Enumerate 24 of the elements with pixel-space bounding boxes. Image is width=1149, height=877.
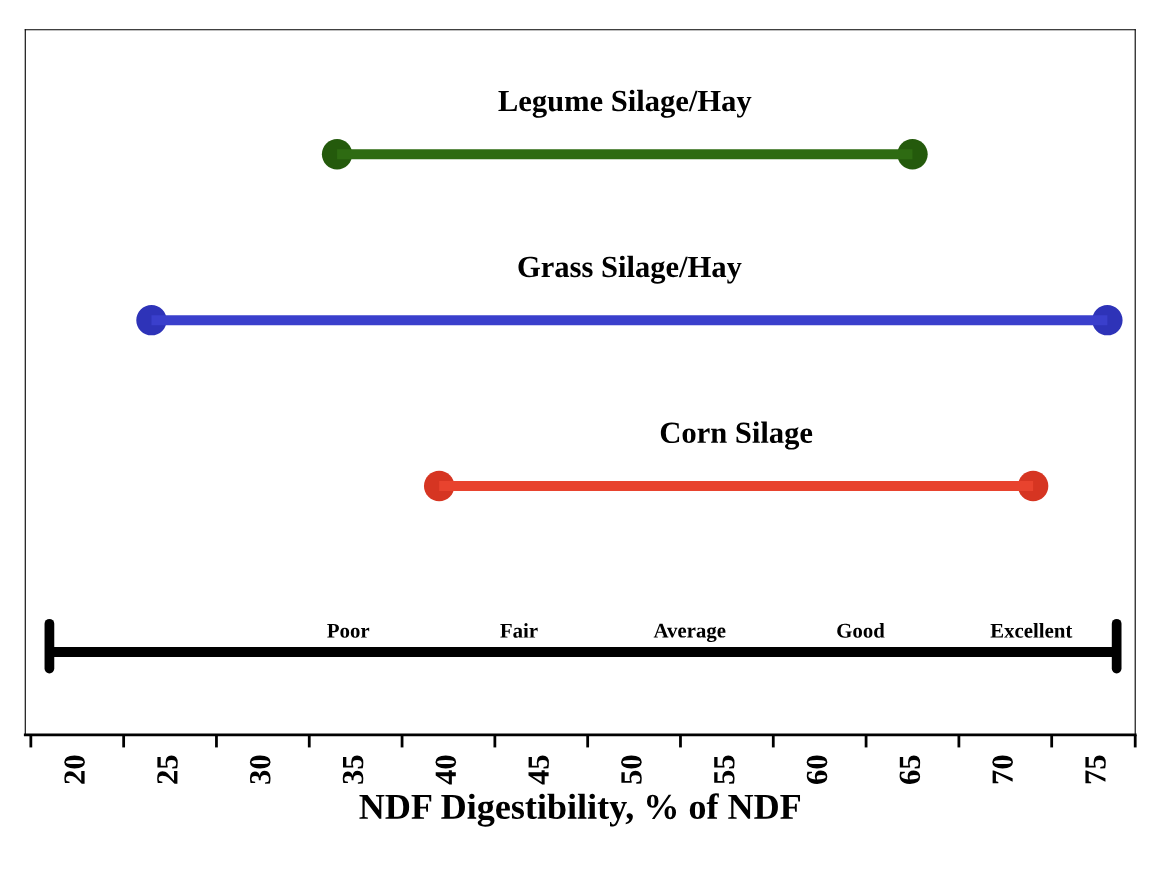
x-tick-label: 25 xyxy=(157,755,178,784)
x-tick-label: 50 xyxy=(621,755,642,784)
y-tick-label: Grass Silage/Hay xyxy=(518,255,742,284)
x-tick-label: 65 xyxy=(899,755,921,784)
bar xyxy=(337,149,913,160)
x-tick-label: 20 xyxy=(64,755,85,784)
x-tick-label: 55 xyxy=(714,755,735,784)
annotation: Excellent xyxy=(990,623,1073,638)
y-tick-label: Corn Silage xyxy=(660,421,813,450)
x-tick-label: 75 xyxy=(1085,755,1106,784)
x-tick-label: 70 xyxy=(992,755,1013,784)
annotation: Average xyxy=(653,623,726,643)
annotation: Good xyxy=(837,623,885,638)
y-tick-label: Legume Silage/Hay xyxy=(498,89,752,118)
annotation: Poor xyxy=(327,623,370,638)
bar xyxy=(151,315,1108,326)
x-tick-label: 35 xyxy=(342,755,364,784)
x-axis-title: NDF Digestibility, % of NDF xyxy=(359,793,801,827)
annotation: Fair xyxy=(500,623,538,638)
bar xyxy=(439,481,1034,492)
x-tick-label: 40 xyxy=(435,755,457,785)
x-tick-label: 30 xyxy=(249,755,271,784)
x-tick-label: 45 xyxy=(528,755,549,785)
x-tick-label: 60 xyxy=(806,755,828,784)
